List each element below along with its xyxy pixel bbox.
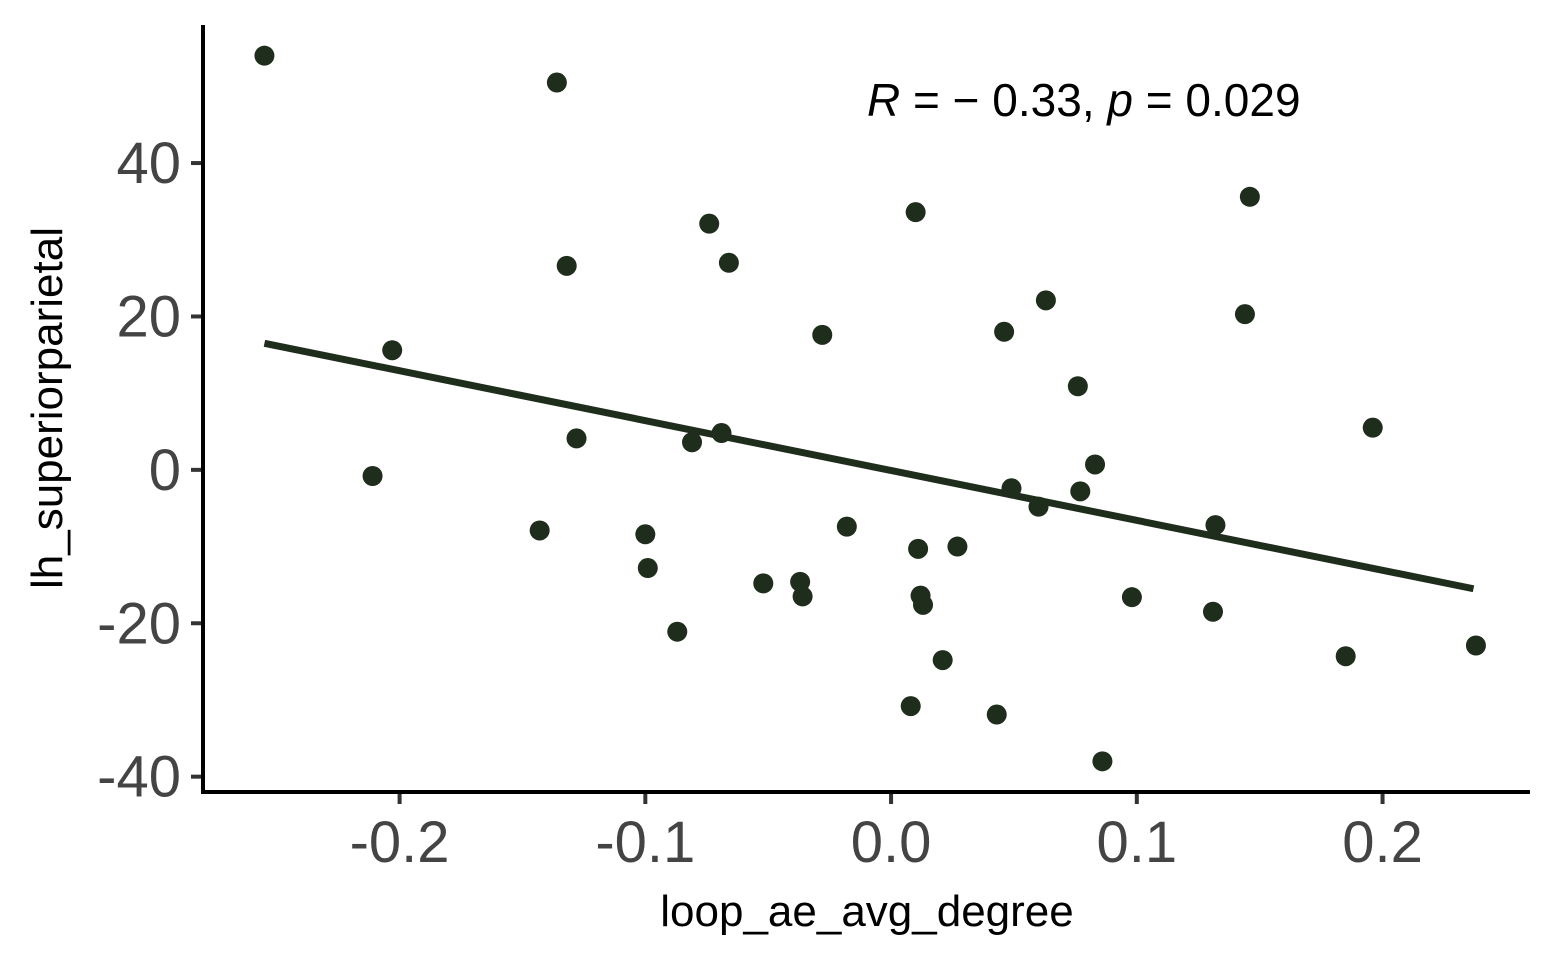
data-points — [254, 45, 1486, 772]
data-point — [900, 696, 921, 717]
x-tick-label: 0.2 — [1342, 810, 1423, 875]
data-point — [1067, 376, 1088, 397]
data-point — [1085, 454, 1106, 475]
correlation-annotation: R = − 0.33, p = 0.029 — [867, 74, 1301, 126]
data-point — [994, 321, 1015, 342]
x-tick-label: 0.1 — [1096, 810, 1177, 875]
data-point — [382, 340, 403, 361]
data-point — [792, 586, 813, 607]
data-point — [932, 650, 953, 671]
p-value: = 0.029 — [1133, 74, 1301, 126]
y-tick-label: 0 — [149, 438, 181, 503]
x-tick-label: -0.1 — [595, 810, 695, 875]
data-point — [1035, 290, 1056, 311]
data-point — [836, 516, 857, 537]
x-tick-label: -0.2 — [350, 810, 450, 875]
x-tick-label: 0.0 — [851, 810, 932, 875]
data-point — [1465, 635, 1486, 656]
data-point — [1362, 417, 1383, 438]
data-point — [1092, 751, 1113, 772]
data-point — [682, 432, 703, 453]
r-value: = − 0.33, — [900, 74, 1107, 126]
data-point — [546, 72, 567, 93]
regression-line — [263, 339, 1475, 593]
r-symbol: R — [867, 74, 900, 126]
data-point — [986, 704, 1007, 725]
data-point — [711, 423, 732, 444]
data-point — [635, 524, 656, 545]
x-axis-title: loop_ae_avg_degree — [660, 887, 1074, 936]
data-point — [1070, 481, 1091, 502]
x-axis-ticks: -0.2 -0.1 0.0 0.1 0.2 — [350, 792, 1423, 875]
y-tick-label: 20 — [116, 284, 181, 349]
data-point — [947, 536, 968, 557]
data-point — [1335, 646, 1356, 667]
y-tick-label: 40 — [116, 131, 181, 196]
data-point — [753, 573, 774, 594]
data-point — [908, 538, 929, 559]
data-point — [667, 621, 688, 642]
data-point — [812, 324, 833, 345]
data-point — [566, 428, 587, 449]
data-point — [1205, 515, 1226, 536]
data-point — [1028, 496, 1049, 517]
data-point — [556, 255, 577, 276]
p-symbol: p — [1105, 74, 1133, 126]
data-point — [699, 213, 720, 234]
y-axis-ticks: -40 -20 0 20 40 — [97, 131, 203, 810]
data-point — [254, 45, 275, 66]
data-point — [362, 465, 383, 486]
data-point — [1001, 478, 1022, 499]
data-point — [913, 594, 934, 615]
data-point — [905, 202, 926, 223]
y-axis-title: lh_superiorparietal — [23, 227, 72, 589]
data-point — [1202, 601, 1223, 622]
data-point — [1234, 304, 1255, 325]
y-tick-label: -20 — [97, 591, 181, 656]
data-point — [637, 558, 658, 579]
data-point — [1239, 186, 1260, 207]
data-point — [718, 252, 739, 273]
data-point — [529, 520, 550, 541]
data-point — [1121, 587, 1142, 608]
y-tick-label: -40 — [97, 745, 181, 810]
